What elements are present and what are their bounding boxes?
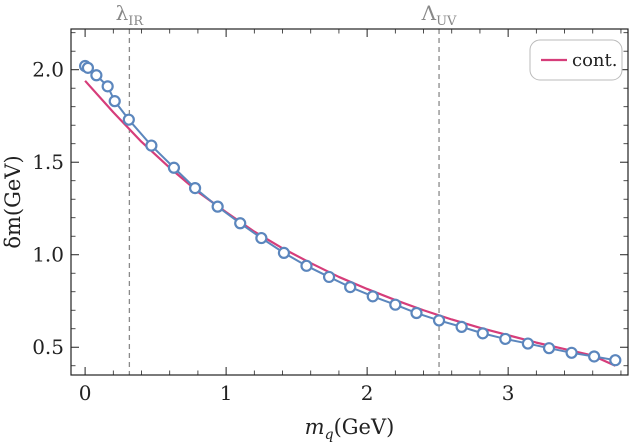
series-layer xyxy=(79,59,622,367)
data-point xyxy=(277,246,291,259)
legend: cont. xyxy=(529,39,623,81)
data-point xyxy=(322,270,336,284)
data-point xyxy=(188,182,202,195)
data-point xyxy=(234,217,247,230)
data-point xyxy=(410,306,423,320)
data-point xyxy=(499,332,512,346)
x-axis-label: mq(GeV) xyxy=(305,415,395,443)
plot-frame xyxy=(70,28,629,376)
data-point xyxy=(145,139,158,152)
data-point xyxy=(366,290,379,303)
data-point xyxy=(90,69,103,82)
data-point xyxy=(521,337,534,350)
data-point xyxy=(389,298,402,311)
y-tick-label: 1.5 xyxy=(32,150,64,174)
y-tick-label: 1.0 xyxy=(32,243,64,267)
legend-box xyxy=(529,39,623,81)
data-point xyxy=(344,281,357,294)
x-tick-label: 2 xyxy=(361,381,374,405)
x-tick-label: 3 xyxy=(502,381,515,405)
data-point xyxy=(476,327,489,340)
y-tick-label: 0.5 xyxy=(32,335,64,359)
data-point xyxy=(432,314,446,327)
tick-labels: 0 1 2 3 0.5 1.0 1.5 2.0 xyxy=(32,58,514,405)
data-point xyxy=(542,342,556,355)
data-point xyxy=(81,61,95,74)
x-tick-label: 1 xyxy=(220,381,233,405)
y-tick-label: 2.0 xyxy=(32,58,64,82)
data-point xyxy=(588,350,601,363)
data-point xyxy=(167,161,181,174)
ticks xyxy=(71,29,628,375)
data-point xyxy=(455,320,468,333)
data-point xyxy=(122,113,135,126)
data-point xyxy=(108,95,121,108)
data-point xyxy=(211,200,224,213)
x-tick-label: 0 xyxy=(79,381,92,405)
legend-label-cont: cont. xyxy=(572,50,617,71)
data-point xyxy=(255,231,268,245)
data-point xyxy=(565,346,578,359)
data-point xyxy=(609,354,622,367)
series-line-1 xyxy=(84,65,616,362)
y-axis-label: δm(GeV) xyxy=(1,155,25,248)
data-point xyxy=(101,80,114,93)
data-point xyxy=(300,259,313,272)
